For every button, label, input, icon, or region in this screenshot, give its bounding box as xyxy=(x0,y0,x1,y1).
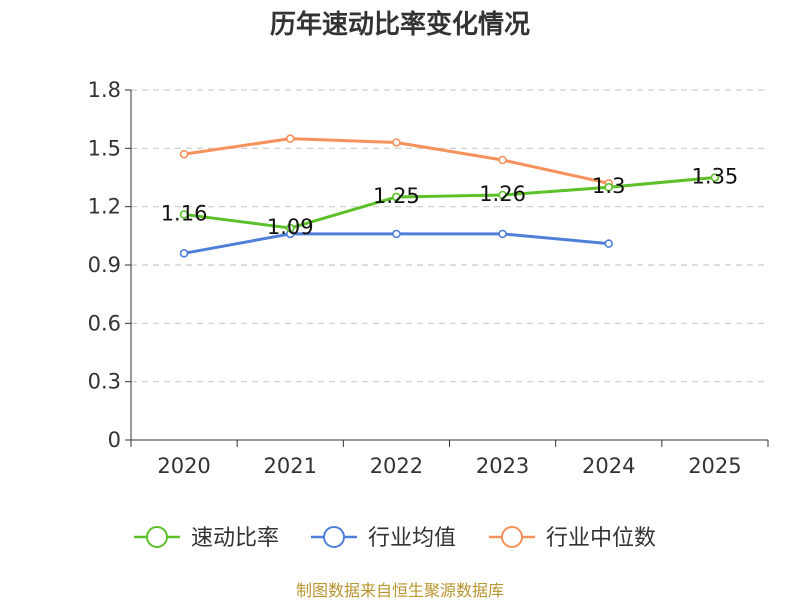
y-tick-label: 0.9 xyxy=(88,253,121,277)
y-tick-label: 1.2 xyxy=(88,195,121,219)
legend-label: 速动比率 xyxy=(191,526,279,551)
data-label: 1.09 xyxy=(267,215,314,239)
legend-marker xyxy=(323,526,345,548)
series-2 xyxy=(179,134,614,188)
legend-marker xyxy=(146,526,168,548)
y-tick-label: 0.6 xyxy=(88,311,121,335)
x-tick-label: 2025 xyxy=(688,454,741,478)
source-note: 制图数据来自恒生聚源数据库 xyxy=(296,581,504,600)
data-point xyxy=(392,192,401,202)
y-tick-label: 1.8 xyxy=(88,78,121,102)
x-tick-label: 2022 xyxy=(370,454,423,478)
data-point xyxy=(392,138,401,147)
series-line xyxy=(183,176,716,230)
data-point xyxy=(392,229,401,239)
data-labels: 1.16 1.09 1.25 1.26 1.3 1.35 xyxy=(161,165,739,240)
legend-marker xyxy=(501,526,523,548)
x-tick-label: 2023 xyxy=(476,454,529,478)
data-point xyxy=(285,134,295,143)
data-point xyxy=(498,229,507,239)
x-tick-label: 2021 xyxy=(264,454,317,478)
series-layer xyxy=(179,134,720,258)
y-tick-label: 0.3 xyxy=(88,370,121,394)
legend-item-1[interactable]: 行业均值 xyxy=(311,526,456,551)
grid xyxy=(131,89,768,383)
axes: 0 0.3 0.6 0.9 1.2 1.5 1.8 2020 2021 2022 2023 2024 2… xyxy=(88,78,769,478)
data-label: 1.3 xyxy=(592,174,625,198)
x-tick-label: 2024 xyxy=(582,454,635,478)
data-point xyxy=(498,155,507,165)
data-label: 1.16 xyxy=(161,201,208,225)
chart-title: 历年速动比率变化情况 xyxy=(270,9,530,40)
data-label: 1.26 xyxy=(479,182,526,206)
data-point xyxy=(179,149,189,159)
legend-label: 行业中位数 xyxy=(546,526,656,551)
data-point xyxy=(285,223,295,233)
y-tick-label: 0 xyxy=(108,428,121,452)
legend-item-0[interactable]: 速动比率 xyxy=(134,526,279,551)
data-point xyxy=(179,249,189,258)
legend[interactable]: 速动比率 行业均值 行业中位数 xyxy=(134,526,656,551)
x-tick-label: 2020 xyxy=(157,454,210,478)
series-0 xyxy=(179,173,720,233)
data-label: 1.25 xyxy=(373,184,420,208)
data-point xyxy=(710,173,720,182)
data-point xyxy=(604,239,614,248)
series-1 xyxy=(179,229,614,258)
legend-label: 行业均值 xyxy=(368,526,456,551)
y-tick-label: 1.5 xyxy=(88,136,121,160)
data-label: 1.35 xyxy=(692,165,739,189)
data-point xyxy=(604,182,614,192)
data-point xyxy=(179,210,189,219)
data-point xyxy=(498,190,507,200)
legend-item-2[interactable]: 行业中位数 xyxy=(489,526,656,551)
